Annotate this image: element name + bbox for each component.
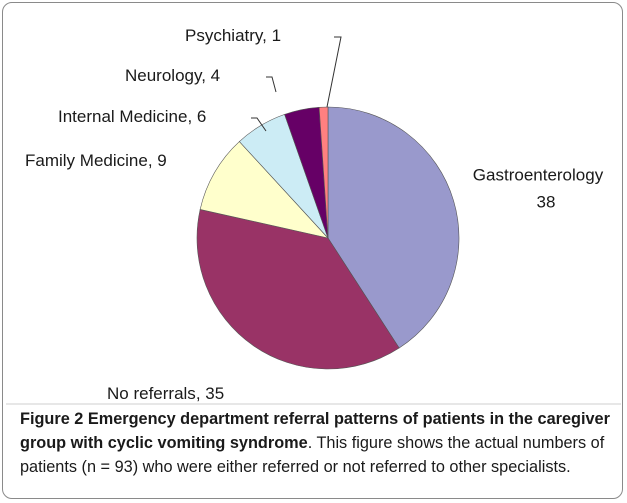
- pie-slice: [196, 209, 400, 370]
- slice-label: Psychiatry, 1: [185, 26, 281, 45]
- slice-value-label: , 9: [148, 151, 167, 170]
- slice-value-label: 38: [537, 192, 556, 211]
- slice-label: Family Medicine, 9: [25, 151, 167, 170]
- pie-slice: [318, 106, 329, 239]
- slice-label: Neurology, 4: [125, 66, 220, 85]
- leader-line: [266, 76, 277, 93]
- caption: Figure 2 Emergency department referral p…: [20, 407, 616, 479]
- slice-label: Gastroenterology: [473, 165, 604, 184]
- slice-value-label: , 1: [262, 26, 281, 45]
- pie-slice: [199, 141, 329, 239]
- slice-name: Neurology: [125, 66, 203, 85]
- leader-line: [251, 117, 267, 132]
- pie-slice: [327, 106, 460, 349]
- slice-name: Family Medicine: [25, 151, 148, 170]
- caption-text: . This figure shows the actual numbers o…: [20, 434, 605, 476]
- slice-label: No referrals, 35: [107, 384, 224, 403]
- slice-value-label: , 4: [201, 66, 220, 85]
- caption-label: Figure 2 Emergency department referral p…: [20, 410, 610, 452]
- slice-label: Internal Medicine, 6: [58, 107, 206, 126]
- slice-value-label: , 35: [196, 384, 224, 403]
- leader-line: [326, 36, 342, 108]
- slice-name: No referrals: [107, 384, 196, 403]
- figure-frame: [2, 2, 623, 499]
- slice-name: Psychiatry: [185, 26, 264, 45]
- slice-name: Internal Medicine: [58, 107, 187, 126]
- slice-value-label: , 6: [187, 107, 206, 126]
